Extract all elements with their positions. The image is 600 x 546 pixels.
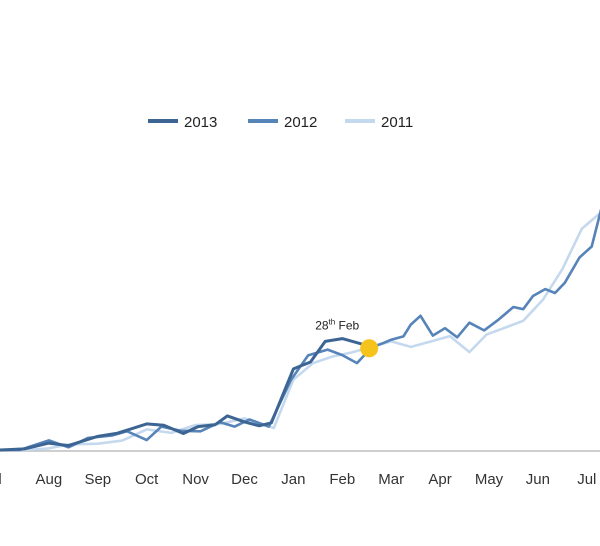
x-tick-label: l xyxy=(0,471,2,488)
series-line-2011 xyxy=(0,212,600,452)
x-tick-label: Jul xyxy=(577,471,596,488)
annotation-day: 28 xyxy=(315,318,329,332)
x-tick-label: Sep xyxy=(84,471,111,488)
series-layer xyxy=(0,208,600,452)
x-tick-label: May xyxy=(475,471,504,488)
x-tick-label: Feb xyxy=(329,471,355,488)
annotation-layer: 28th Feb xyxy=(315,317,379,358)
annotation-label: 28th Feb xyxy=(315,317,359,332)
annotation-month: Feb xyxy=(335,318,359,332)
legend-label-2012: 2012 xyxy=(284,114,317,131)
x-tick-label: Oct xyxy=(135,471,159,488)
annotation-marker xyxy=(360,339,379,358)
x-axis-ticks: l Aug Sep Oct Nov Dec Jan Feb Mar Apr May Jun Jul xyxy=(0,471,596,488)
x-tick-label: Apr xyxy=(428,471,451,488)
x-tick-label: Aug xyxy=(36,471,63,488)
legend-label-2011: 2011 xyxy=(381,114,413,131)
annotation-suffix: th xyxy=(329,317,336,326)
x-tick-label: Dec xyxy=(231,471,258,488)
legend: 2013 2012 2011 xyxy=(148,114,413,131)
series-line-2013 xyxy=(0,337,371,452)
x-tick-label: Mar xyxy=(378,471,404,488)
x-tick-label: Jan xyxy=(281,471,305,488)
x-tick-label: Jun xyxy=(526,471,550,488)
x-tick-label: Nov xyxy=(182,471,209,488)
series-line-2012 xyxy=(0,208,600,452)
legend-label-2013: 2013 xyxy=(184,114,217,131)
